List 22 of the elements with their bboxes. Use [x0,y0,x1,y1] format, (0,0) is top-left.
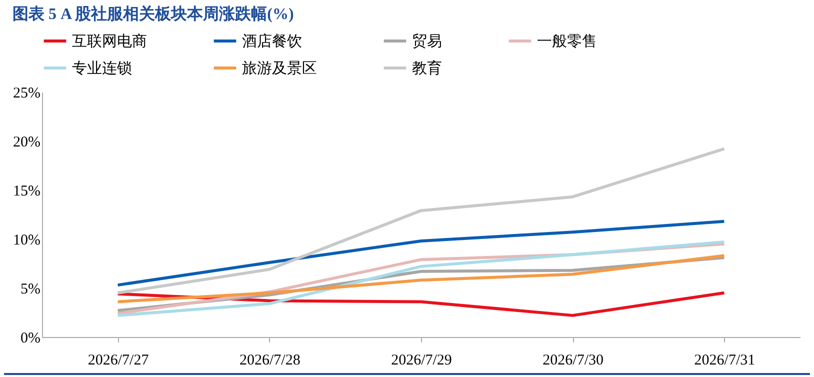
legend-label: 互联网电商 [72,33,147,50]
line-series [116,147,726,294]
legend-label: 专业连锁 [72,60,132,77]
line-series [116,220,726,287]
legend-label: 一般零售 [537,33,597,50]
legend-label: 教育 [412,60,442,77]
legend-label: 旅游及景区 [242,60,317,77]
legend-label: 贸易 [412,33,442,50]
y-tick-label: 20% [13,134,40,150]
legend-label: 酒店餐饮 [242,33,302,50]
y-tick-label: 5% [20,282,40,298]
y-tick-label: 0% [20,330,40,346]
chart-title: 图表 5 A 股社服相关板块本周涨跌幅(%) [12,5,294,23]
x-tick-label: 2026/7/30 [542,352,604,368]
y-tick-label: 10% [13,232,40,248]
x-tick-label: 2026/7/31 [694,352,756,368]
x-tick-label: 2026/7/29 [391,352,452,368]
x-tick-label: 2026/7/28 [239,352,300,368]
x-tick-label: 2026/7/27 [88,352,150,368]
y-tick-label: 25% [13,86,40,102]
y-tick-label: 15% [13,184,40,200]
line-series [116,254,726,304]
